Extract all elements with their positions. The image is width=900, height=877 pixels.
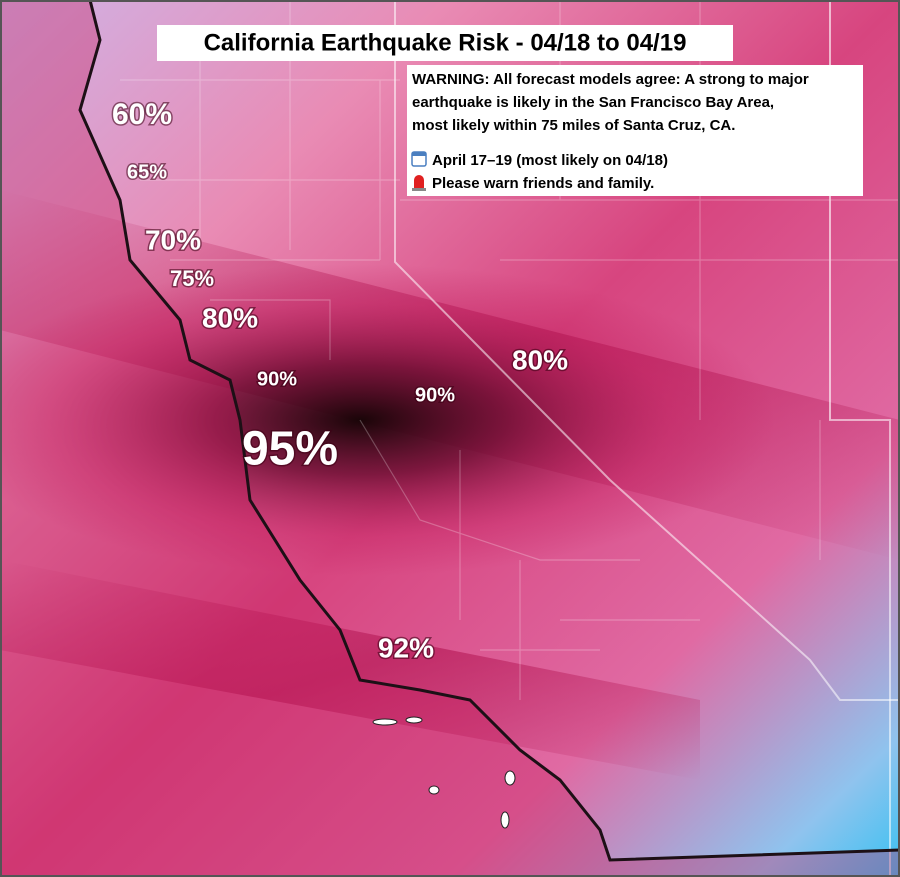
risk-label: 90%	[257, 368, 297, 390]
islands	[372, 716, 516, 829]
coastline	[78, 0, 900, 862]
risk-label: 75%	[170, 266, 214, 291]
risk-label: 95%	[242, 423, 338, 476]
warning-item: April 17–19 (most likely on 04/18)	[432, 152, 668, 169]
calendar-icon	[411, 151, 427, 167]
warning-line: earthquake is likely in the San Francisc…	[412, 94, 774, 111]
risk-labels: 60% 65% 70% 75% 80% 90% 90% 80% 95% 92%	[110, 96, 569, 664]
siren-icon	[412, 175, 426, 191]
risk-label: 92%	[378, 632, 434, 663]
risk-label: 70%	[145, 224, 201, 255]
risk-label: 80%	[202, 302, 258, 333]
risk-label: 65%	[127, 161, 167, 183]
warning-item: Please warn friends and family.	[432, 175, 654, 192]
risk-label: 80%	[512, 344, 568, 375]
risk-label: 60%	[112, 98, 172, 131]
title: California Earthquake Risk - 04/18 to 04…	[204, 29, 687, 56]
state-borders	[394, 0, 900, 877]
warning-line: WARNING: All forecast models agree: A st…	[412, 71, 809, 88]
title-box	[157, 25, 733, 61]
risk-label: 90%	[415, 384, 455, 406]
warning-box	[407, 65, 863, 196]
warning-line: most likely within 75 miles of Santa Cru…	[412, 117, 735, 134]
